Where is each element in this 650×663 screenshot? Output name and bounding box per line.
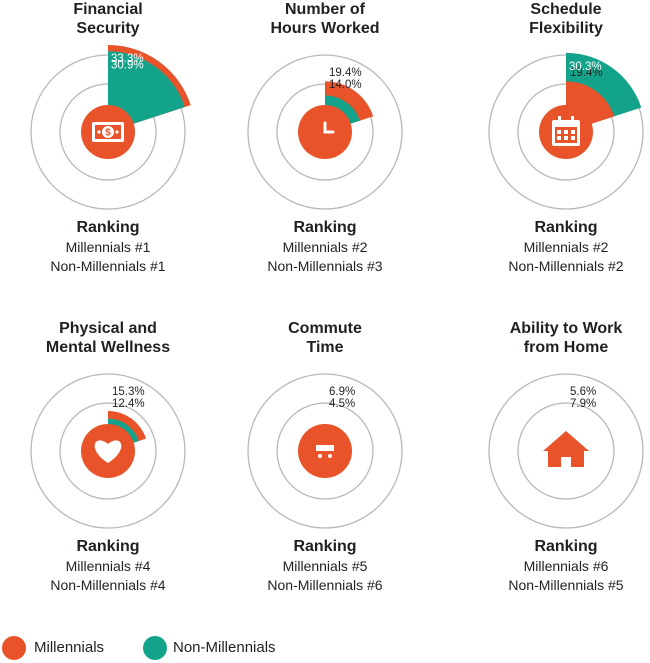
polar-area-chart: 19.4%30.3%: [488, 52, 644, 210]
inner-ring: [59, 402, 157, 500]
non-millennials-value-label: 30.9%: [111, 59, 144, 71]
chart-title-line: Ability to Work: [509, 320, 623, 337]
chart-title-line: Financial: [73, 1, 143, 18]
ranking-non-millennials: Non-Millennials #2: [508, 258, 624, 274]
inner-ring: [276, 402, 374, 500]
ranking-millennials: Millennials #2: [523, 239, 609, 255]
ranking-block: Ranking Millennials #2 Non-Millennials #3: [217, 218, 433, 276]
chart-title-line: Time: [306, 339, 344, 356]
polar-area-chart: 19.4%14.0%: [247, 54, 403, 210]
chart-title-line: Mental Wellness: [45, 339, 171, 356]
ranking-non-millennials: Non-Millennials #4: [50, 577, 166, 593]
ranking-heading: Ranking: [534, 219, 598, 236]
ranking-millennials: Millennials #6: [523, 558, 609, 574]
ranking-millennials: Millennials #1: [65, 239, 151, 255]
millennials-value-label: 19.4%: [329, 67, 362, 79]
chart-title-line: Number of: [285, 1, 365, 18]
non-millennials-value-label: 7.9%: [570, 398, 596, 410]
millennials-value-label: 5.6%: [570, 386, 596, 398]
chart-title-line: Flexibility: [529, 20, 603, 37]
clock-icon: [323, 121, 335, 134]
ranking-non-millennials: Non-Millennials #1: [50, 258, 166, 274]
legend-label-millennials: Millennials: [34, 639, 105, 656]
millennials-value-label: 6.9%: [329, 386, 355, 398]
millennials-value-label: 19.4%: [570, 67, 603, 79]
outer-ring: [488, 373, 644, 529]
ranking-block: Ranking Millennials #2 Non-Millennials #2: [458, 218, 650, 276]
house-icon: [543, 431, 589, 467]
legend-swatch-non-millennials: [143, 636, 167, 660]
non-millennials-value-label: 4.5%: [329, 398, 355, 410]
non-millennials-value-label: 14.0%: [329, 79, 362, 91]
bus-icon: [316, 445, 334, 458]
non-millennials-value-label: 12.4%: [112, 398, 145, 410]
calendar-icon: [552, 116, 580, 146]
chart-panel: Commute Time 6.9% 4.5% Ranking Millennials #5…: [217, 319, 433, 619]
millennials-value-label: 33.3%: [111, 53, 144, 65]
chart-panel: Ability to Work from Home 5.6% 7.9% Ranking M…: [458, 319, 650, 619]
non-millennials-value-label: 30.3%: [569, 61, 602, 73]
polar-area-chart: 15.3%12.4%: [30, 373, 186, 529]
ranking-block: Ranking Millennials #6 Non-Millennials #5: [458, 537, 650, 595]
ranking-millennials: Millennials #5: [282, 558, 368, 574]
chart-title: Physical and Mental Wellness: [0, 319, 216, 357]
chart-panel: Number of Hours Worked 19.4% 14.0% Ranking Mi…: [217, 0, 433, 300]
legend-swatch-millennials: [2, 636, 26, 660]
outer-ring: [30, 373, 186, 529]
chart-title-line: Hours Worked: [270, 20, 380, 37]
outer-ring: [247, 54, 403, 210]
chart-title-line: Physical and: [59, 320, 157, 337]
svg-text:$: $: [105, 128, 111, 139]
chart-panel: Physical and Mental Wellness 15.3% 12.4% Ran…: [0, 319, 216, 619]
chart-title-line: Security: [76, 20, 140, 37]
money-icon: $: [92, 122, 124, 142]
polar-area-chart: $33.3%30.9%: [30, 45, 191, 210]
chart-panel: Schedule Flexibility 19.4% 30.3% Ranking Mill…: [458, 0, 650, 300]
polar-area-chart: 6.9%4.5%: [247, 373, 403, 529]
polar-area-chart: 5.6%7.9%: [488, 373, 644, 529]
inner-ring: [517, 402, 615, 500]
legend: Millennials Non-Millennials: [0, 630, 650, 660]
ranking-block: Ranking Millennials #1 Non-Millennials #1: [0, 218, 216, 276]
chart-title: Number of Hours Worked: [217, 0, 433, 38]
ranking-heading: Ranking: [293, 538, 357, 555]
millennials-value-label: 15.3%: [112, 386, 145, 398]
ranking-non-millennials: Non-Millennials #6: [267, 577, 383, 593]
outer-ring: [247, 373, 403, 529]
legend-label-non-millennials: Non-Millennials: [173, 639, 276, 656]
chart-title-line: Schedule: [530, 1, 602, 18]
chart-title-line: from Home: [523, 339, 609, 356]
ranking-heading: Ranking: [293, 219, 357, 236]
ranking-heading: Ranking: [76, 219, 140, 236]
ranking-millennials: Millennials #4: [65, 558, 151, 574]
chart-title: Ability to Work from Home: [458, 319, 650, 357]
heart-icon: [94, 440, 122, 463]
chart-title: Financial Security: [0, 0, 216, 38]
ranking-non-millennials: Non-Millennials #5: [508, 577, 624, 593]
chart-panel: Financial Security $33.3% 30.9% Ranking Mille…: [0, 0, 216, 300]
chart-title-line: Commute: [288, 320, 362, 337]
ranking-millennials: Millennials #2: [282, 239, 368, 255]
chart-title: Commute Time: [217, 319, 433, 357]
ranking-heading: Ranking: [534, 538, 598, 555]
ranking-heading: Ranking: [76, 538, 140, 555]
chart-title: Schedule Flexibility: [458, 0, 650, 38]
ranking-block: Ranking Millennials #4 Non-Millennials #4: [0, 537, 216, 595]
non-millennials-wedge: [108, 51, 185, 132]
ranking-non-millennials: Non-Millennials #3: [267, 258, 383, 274]
ranking-block: Ranking Millennials #5 Non-Millennials #6: [217, 537, 433, 595]
